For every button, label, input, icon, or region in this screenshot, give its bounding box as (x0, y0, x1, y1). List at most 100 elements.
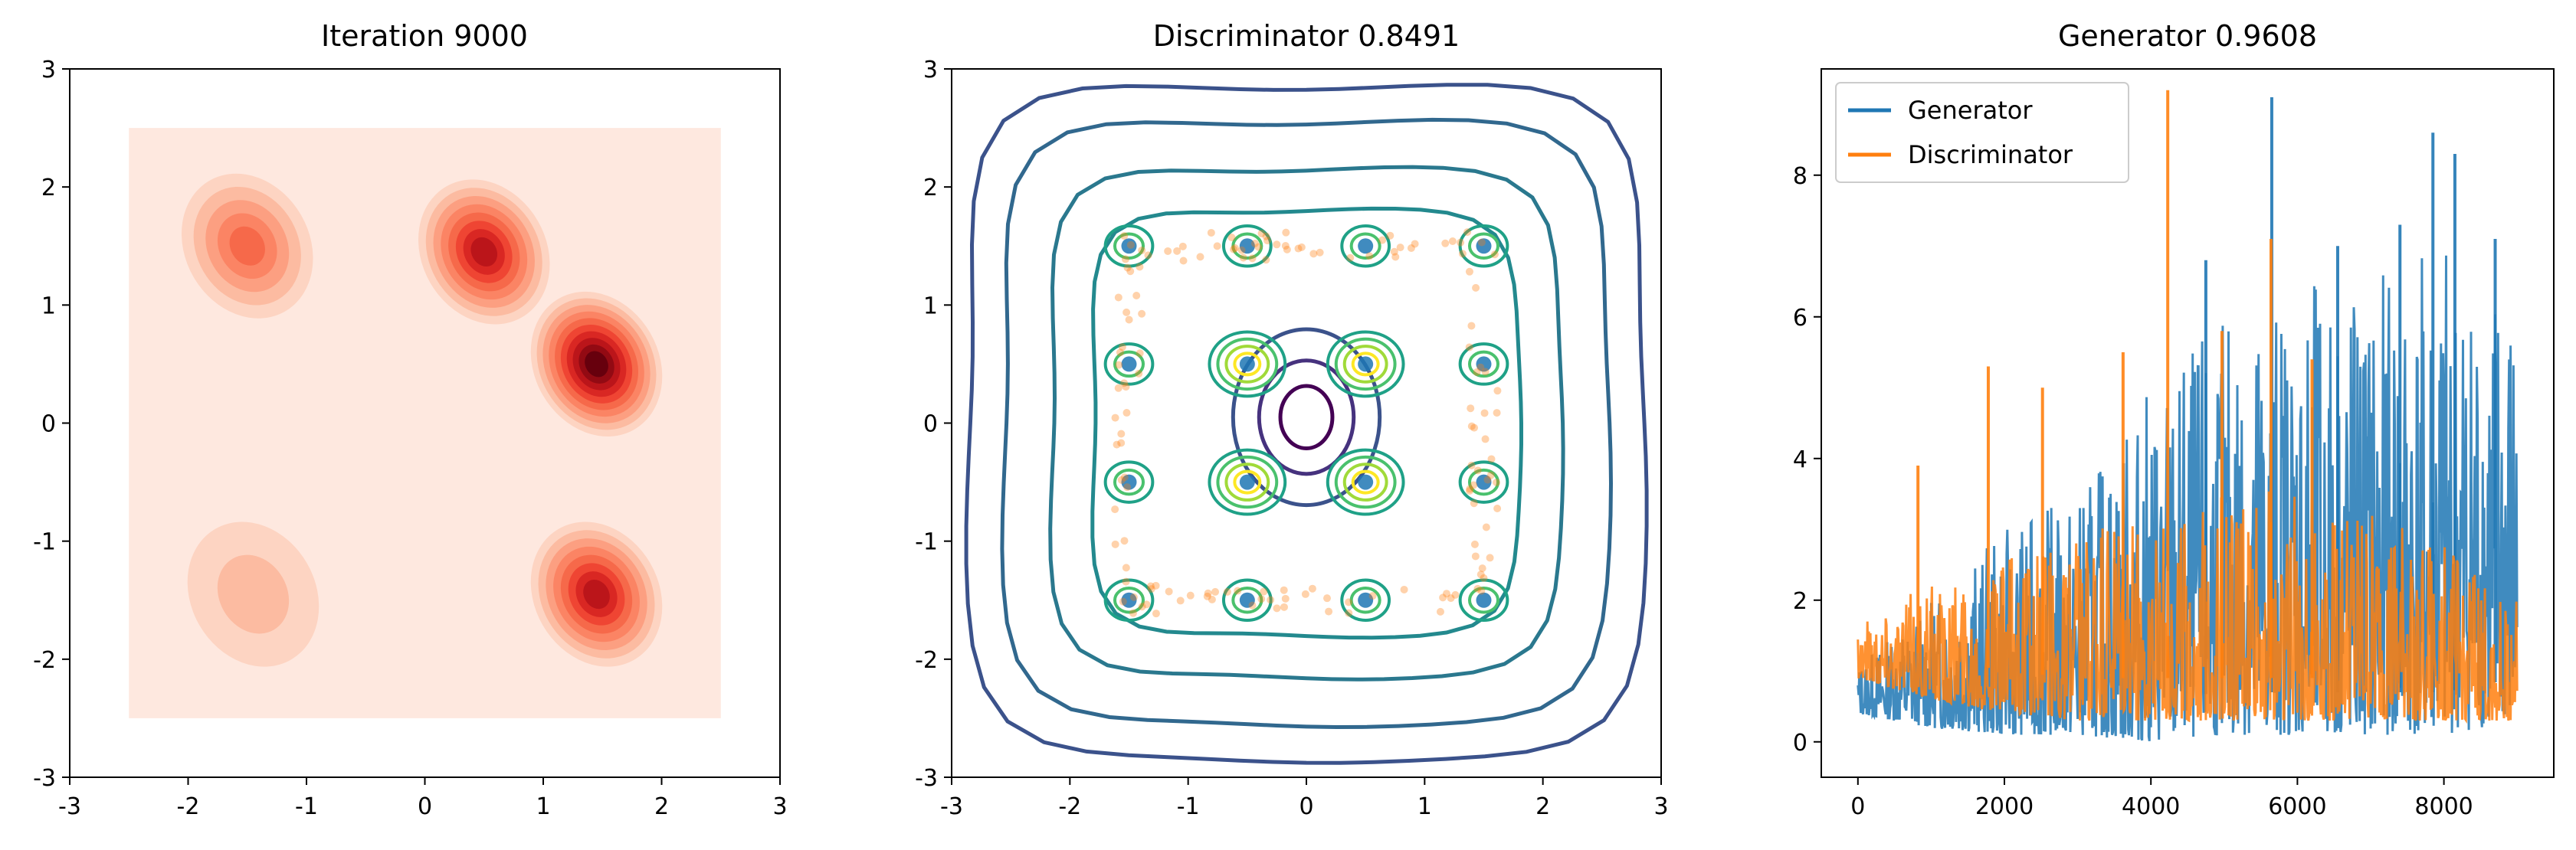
discriminator-contour (1278, 384, 1335, 451)
generated-sample-point (1447, 594, 1455, 603)
generated-sample-point (1111, 540, 1119, 548)
generated-sample-point (1467, 322, 1476, 330)
legend-box (1835, 82, 2129, 183)
generated-sample-point (1136, 349, 1144, 358)
generated-sample-point (1262, 256, 1270, 264)
discriminator-contour (1208, 330, 1287, 398)
generated-sample-point (1281, 594, 1290, 603)
discriminator-contour (1458, 578, 1509, 622)
generated-sample-point (1470, 481, 1478, 489)
generated-sample-point (1173, 247, 1181, 255)
generated-sample-point (1260, 587, 1268, 596)
generated-sample-point (1458, 250, 1467, 258)
generated-sample-point (1257, 595, 1266, 603)
discriminator-contour (1467, 350, 1500, 378)
y-tick-label: 1 (41, 293, 56, 319)
generated-sample-point (1493, 504, 1502, 512)
x-tick-label: -3 (58, 793, 81, 820)
discriminator-contour (1257, 358, 1356, 476)
generated-sample-point (1378, 236, 1387, 244)
real-sample-point (1358, 356, 1374, 372)
loss-plot-area (1857, 90, 2519, 741)
discriminator-contour (1351, 469, 1380, 495)
generated-sample-point (1267, 596, 1275, 604)
legend-generator-label: Generator (1908, 96, 2033, 125)
discriminator-contour (1233, 351, 1262, 377)
generated-sample-point (1486, 554, 1494, 562)
generated-sample-point (1477, 238, 1486, 247)
generated-sample-point (1223, 587, 1231, 596)
discriminator-contour (1349, 232, 1381, 260)
generated-sample-point (1386, 231, 1395, 240)
x-tick-label: 4000 (2122, 793, 2180, 820)
y-tick-label: -3 (915, 765, 938, 792)
generated-sample-point (1345, 598, 1353, 606)
generated-sample-point (1400, 585, 1408, 593)
generated-sample-point (1273, 604, 1281, 613)
generated-sample-point (1248, 601, 1257, 610)
generated-sample-point (1114, 293, 1122, 302)
generated-sample-point (1480, 409, 1489, 417)
generated-sample-point (1208, 595, 1216, 603)
generated-sample-point (1122, 383, 1130, 391)
real-sample-point (1239, 356, 1255, 372)
generated-sample-point (1473, 368, 1481, 376)
generated-sample-point (1273, 240, 1281, 249)
density-mode (530, 521, 663, 667)
generated-sample-point (1254, 243, 1263, 251)
generated-sample-point (1482, 523, 1490, 531)
density-mode (418, 179, 550, 325)
density-level (583, 579, 610, 610)
x-tick-label: 0 (418, 793, 432, 820)
generated-sample-point (1486, 471, 1495, 479)
real-sample-point (1358, 592, 1374, 608)
discriminator-contour (1048, 165, 1565, 682)
y-tick-label: -2 (915, 647, 938, 674)
generated-sample-point (1481, 435, 1490, 443)
generated-sample-point (1196, 253, 1204, 261)
generated-sample-point (1490, 250, 1499, 259)
density-plot-area (129, 128, 721, 718)
discriminator-contour (1113, 468, 1145, 496)
x-tick-label: -2 (1058, 793, 1081, 820)
x-tick-label: 2000 (1975, 793, 2034, 820)
generated-sample-point (1117, 476, 1126, 484)
generated-sample-point (1211, 587, 1220, 596)
x-tick-label: -1 (295, 793, 318, 820)
generated-sample-point (1365, 252, 1374, 260)
generated-sample-point (1471, 552, 1480, 561)
generated-sample-point (1467, 404, 1475, 413)
x-tick-label: 2 (1535, 793, 1550, 820)
generated-sample-point (1117, 439, 1126, 447)
generated-sample-point (1119, 597, 1127, 606)
discriminator-plot-area (964, 83, 1649, 765)
real-sample-point (1239, 238, 1255, 254)
generated-sample-point (1477, 587, 1486, 595)
discriminator-contour (1342, 345, 1388, 384)
generated-sample-point (1493, 387, 1502, 395)
generated-sample-point (1473, 466, 1482, 475)
discriminator-contour (1458, 460, 1509, 504)
generated-sample-point (1309, 250, 1318, 258)
y-tick-label: 8 (1793, 163, 1807, 190)
generated-sample-point (1122, 577, 1130, 586)
real-sample-point (1121, 356, 1137, 372)
generated-sample-point (1123, 483, 1132, 492)
generated-sample-point (1280, 586, 1288, 594)
generated-sample-point (1467, 422, 1476, 430)
discriminator-contour (1231, 232, 1263, 260)
generated-sample-point (1463, 228, 1472, 237)
discriminator-contour (1103, 342, 1155, 386)
generated-sample-point (1263, 237, 1272, 245)
discriminator-contour (1340, 224, 1391, 268)
discriminator-axes-frame (951, 68, 1662, 778)
y-tick-label: 2 (923, 175, 938, 201)
generated-sample-point (1301, 590, 1309, 598)
generated-sample-point (1396, 244, 1404, 252)
discriminator-contour (1224, 345, 1270, 384)
generated-sample-point (1114, 384, 1122, 392)
discriminator-contour (1467, 232, 1500, 260)
density-level (229, 226, 265, 266)
discriminator-contour (1103, 578, 1155, 622)
